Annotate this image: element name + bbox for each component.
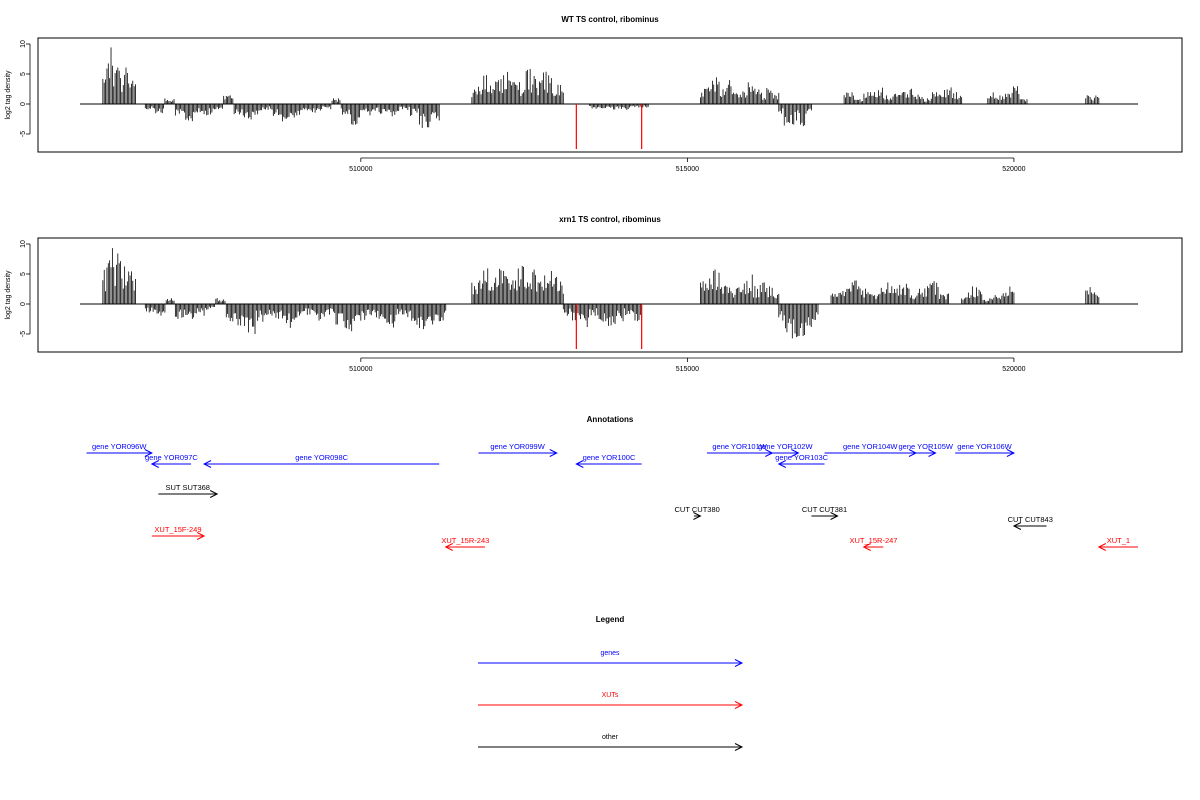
y-tick-label: 10	[20, 240, 27, 248]
x-tick-label: 515000	[676, 166, 699, 173]
annotation-feature: gene YOR099W	[478, 442, 556, 457]
track-panel-wt: WT TS control, ribominus log2 tag densit…	[5, 15, 1182, 173]
x-tick-label: 520000	[1002, 366, 1025, 373]
axes-group: 10 5 0 -5 510000 515000 520000	[20, 240, 1026, 373]
annotation-label: XUT_15R-243	[441, 536, 489, 545]
annotation-label: gene YOR096W	[92, 442, 147, 451]
legend-item: XUTs	[478, 692, 742, 709]
legend-item: genes	[478, 650, 742, 667]
annotation-label: XUT_1	[1107, 536, 1130, 545]
annotation-label: gene YOR102W	[758, 442, 813, 451]
y-axis-label: log2 tag density	[5, 70, 12, 120]
y-axis-label: log2 tag density	[5, 270, 12, 320]
annotation-feature: XUT_15R-243	[441, 536, 489, 551]
annotation-feature: gene YOR100C	[576, 453, 641, 468]
annotation-label: SUT SUT368	[166, 483, 210, 492]
annotation-label: CUT CUT843	[1008, 515, 1053, 524]
annotation-feature: gene YOR097C	[145, 453, 198, 468]
annotation-feature: gene YOR105W	[899, 442, 954, 457]
y-tick-label: -5	[20, 331, 27, 337]
annotation-label: gene YOR104W	[843, 442, 898, 451]
track-panel-xrn1: xrn1 TS control, ribominus log2 tag dens…	[5, 215, 1182, 373]
legend-label: other	[602, 734, 619, 741]
bars-group	[80, 248, 1138, 349]
axes-group: 10 5 0 -5 510000 515000 520000	[20, 40, 1026, 173]
x-tick-label: 510000	[349, 166, 372, 173]
legend-panel: Legend genes XUTs other	[478, 615, 742, 751]
annotation-label: CUT CUT380	[675, 505, 720, 514]
annotation-feature: gene YOR106W	[955, 442, 1014, 457]
panel-title: xrn1 TS control, ribominus	[559, 215, 661, 224]
x-tick-label: 515000	[676, 366, 699, 373]
y-tick-label: 0	[20, 102, 27, 106]
legend-item: other	[478, 734, 742, 751]
annotation-label: gene YOR103C	[775, 453, 828, 462]
annotation-label: XUT_15F-249	[154, 525, 201, 534]
annotation-feature: gene YOR103C	[775, 453, 828, 468]
panel-title: WT TS control, ribominus	[561, 15, 659, 24]
bars-group	[80, 47, 1138, 149]
legend-label: XUTs	[602, 692, 619, 699]
annotation-label: gene YOR105W	[899, 442, 954, 451]
legend-items: genes XUTs other	[478, 650, 742, 751]
annotation-feature: gene YOR096W	[87, 442, 152, 457]
plot-frame	[38, 38, 1182, 152]
legend-label: genes	[600, 650, 620, 657]
plot-frame	[38, 238, 1182, 352]
annotation-label: CUT CUT381	[802, 505, 847, 514]
x-tick-label: 520000	[1002, 166, 1025, 173]
annotation-label: gene YOR106W	[957, 442, 1012, 451]
annotation-label: gene YOR099W	[490, 442, 545, 451]
annotation-feature: gene YOR098C	[204, 453, 439, 468]
y-tick-label: -5	[20, 131, 27, 137]
y-tick-label: 5	[20, 72, 27, 76]
figure: WT TS control, ribominus log2 tag densit…	[0, 0, 1200, 800]
x-tick-label: 510000	[349, 366, 372, 373]
annotation-feature: CUT CUT380	[675, 505, 720, 520]
legend-title: Legend	[596, 615, 625, 624]
y-tick-label: 0	[20, 302, 27, 306]
y-tick-label: 5	[20, 272, 27, 276]
annotations-title: Annotations	[587, 415, 634, 424]
annotation-label: gene YOR100C	[583, 453, 636, 462]
annotation-items: gene YOR096W gene YOR097C gene YOR098C gene…	[87, 442, 1138, 551]
annotation-label: gene YOR098C	[295, 453, 348, 462]
annotation-feature: CUT CUT381	[802, 505, 847, 520]
annotation-feature: XUT_15R-247	[850, 536, 898, 551]
y-tick-label: 10	[20, 40, 27, 48]
annotation-label: gene YOR097C	[145, 453, 198, 462]
annotation-label: XUT_15R-247	[850, 536, 898, 545]
annotation-feature: XUT_1	[1099, 536, 1138, 551]
annotation-feature: XUT_15F-249	[152, 525, 204, 540]
annotation-feature: SUT SUT368	[158, 483, 217, 498]
annotation-feature: CUT CUT843	[1008, 515, 1053, 530]
